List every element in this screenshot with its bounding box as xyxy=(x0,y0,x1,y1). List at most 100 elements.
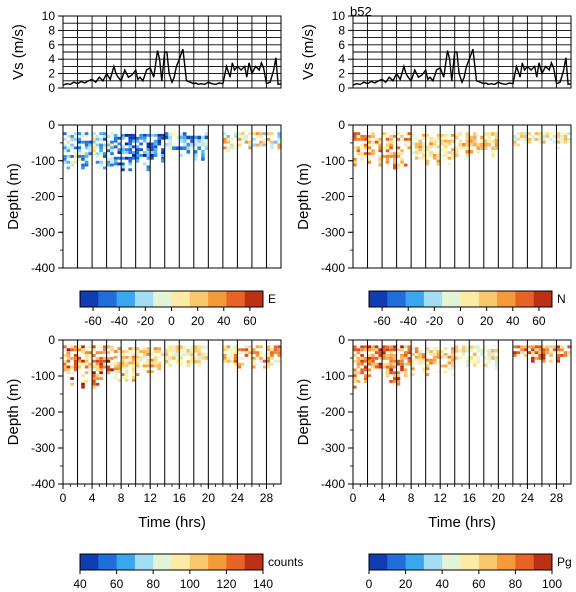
heatmap-cell xyxy=(237,348,241,352)
heatmap-cell xyxy=(469,139,473,143)
heatmap-cell xyxy=(153,142,158,146)
heatmap-cell xyxy=(128,361,132,365)
heatmap-cell xyxy=(407,135,412,138)
heatmap-cell xyxy=(193,157,198,161)
colorbar-tick-label: -20 xyxy=(137,314,155,328)
heatmap-cell xyxy=(95,143,100,147)
heatmap-cell xyxy=(270,140,274,144)
heatmap-cell xyxy=(494,367,499,371)
heatmap-cell xyxy=(222,140,227,144)
heatmap-cell xyxy=(193,359,198,364)
heatmap-cell xyxy=(110,146,114,150)
x-tick-label: 12 xyxy=(434,491,448,505)
heatmap-cell xyxy=(443,364,448,368)
heatmap-cell xyxy=(440,139,444,143)
heatmap-cell xyxy=(491,352,495,357)
heatmap-cell xyxy=(367,140,372,144)
heatmap-cell xyxy=(124,350,129,353)
colorbar-N: N -60 -40 -20 0 20 40 60 xyxy=(368,290,566,328)
heatmap-cell xyxy=(81,166,85,170)
heatmap-cell xyxy=(393,135,397,138)
heatmap-cell xyxy=(360,348,364,352)
colorbar-swatch xyxy=(405,291,425,307)
heatmap-cell xyxy=(113,133,118,137)
heatmap-cell xyxy=(84,155,89,158)
heatmap-cell xyxy=(422,154,426,157)
heatmap-cell xyxy=(106,135,111,138)
heatmap-cell xyxy=(465,139,470,143)
heatmap-cell xyxy=(512,135,517,138)
heatmap-cell xyxy=(142,361,147,365)
heatmap-cell xyxy=(135,156,140,160)
heatmap-cell xyxy=(103,135,107,138)
heatmap-cell xyxy=(443,355,448,359)
heatmap-cell xyxy=(277,348,281,352)
heatmap-cell xyxy=(248,351,252,355)
heatmap-cell xyxy=(237,135,241,138)
heatmap-cell xyxy=(440,350,444,353)
heatmap-cell xyxy=(135,364,140,368)
heatmap-cell xyxy=(462,142,466,147)
heatmap-cell xyxy=(132,347,136,351)
heatmap-cell xyxy=(447,162,452,166)
heatmap-cell xyxy=(436,347,441,351)
heatmap-cell xyxy=(418,139,422,143)
heatmap-cell xyxy=(92,359,96,363)
heatmap-cell xyxy=(516,132,521,136)
heatmap-cell xyxy=(396,348,401,352)
heatmap-cell xyxy=(378,155,382,158)
heatmap-cell xyxy=(204,142,209,147)
colorbar-tick-label: 120 xyxy=(216,577,236,591)
heatmap-cell xyxy=(429,151,433,154)
heatmap-cell xyxy=(389,380,393,383)
heatmap-cell xyxy=(363,146,368,150)
heatmap-cell xyxy=(367,146,372,150)
heatmap-cell xyxy=(563,351,568,355)
y-tick-label: -200 xyxy=(31,405,55,419)
colorbar-swatch xyxy=(98,554,118,570)
heatmap-cell xyxy=(230,146,234,150)
heatmap-cell xyxy=(63,143,67,147)
heatmap-cell xyxy=(451,361,455,365)
y-tick-label: -400 xyxy=(321,477,345,491)
heatmap-cell xyxy=(360,345,364,349)
heatmap-cell xyxy=(124,364,129,368)
heatmap-cell xyxy=(512,354,517,357)
heatmap-cell xyxy=(84,140,89,144)
heatmap-cell xyxy=(534,351,539,355)
heatmap-cell xyxy=(360,155,364,158)
heatmap-cell xyxy=(204,356,209,360)
heatmap-cell xyxy=(403,354,408,357)
heatmap-cell xyxy=(222,135,227,138)
colorbar-tick-label: 20 xyxy=(480,314,494,328)
series-line xyxy=(62,48,282,86)
heatmap-cell xyxy=(436,355,441,359)
heatmap-cell xyxy=(193,150,198,154)
y-tick-label: 0 xyxy=(338,118,345,132)
colorbar-tick-label: 100 xyxy=(180,577,200,591)
heatmap-cell xyxy=(393,354,397,357)
heatmap-cell xyxy=(382,348,386,352)
heatmap-cell xyxy=(251,365,256,369)
heatmap-cell xyxy=(425,367,430,371)
heatmap-cell xyxy=(389,143,393,147)
colorbar-E: E -60 -40 -20 0 20 40 60 xyxy=(79,290,276,328)
heatmap-cell xyxy=(425,159,430,163)
heatmap-cell xyxy=(487,349,491,353)
heatmap-cell xyxy=(81,362,85,366)
heatmap-cell xyxy=(425,148,430,152)
heatmap-cell xyxy=(190,146,194,150)
heatmap-cell xyxy=(222,359,227,363)
heatmap-cell xyxy=(534,356,539,360)
heatmap-cell xyxy=(266,354,271,357)
heatmap-cell xyxy=(443,353,448,356)
heatmap-cell xyxy=(538,348,542,352)
heatmap-cell xyxy=(363,377,368,380)
heatmap-cell xyxy=(92,380,96,383)
heatmap-cell xyxy=(393,345,397,349)
heatmap-cell xyxy=(556,359,561,363)
heatmap-cell xyxy=(422,353,426,356)
heatmap-cell xyxy=(371,356,375,360)
heatmap-cell xyxy=(84,132,89,136)
heatmap-cell xyxy=(110,143,114,147)
